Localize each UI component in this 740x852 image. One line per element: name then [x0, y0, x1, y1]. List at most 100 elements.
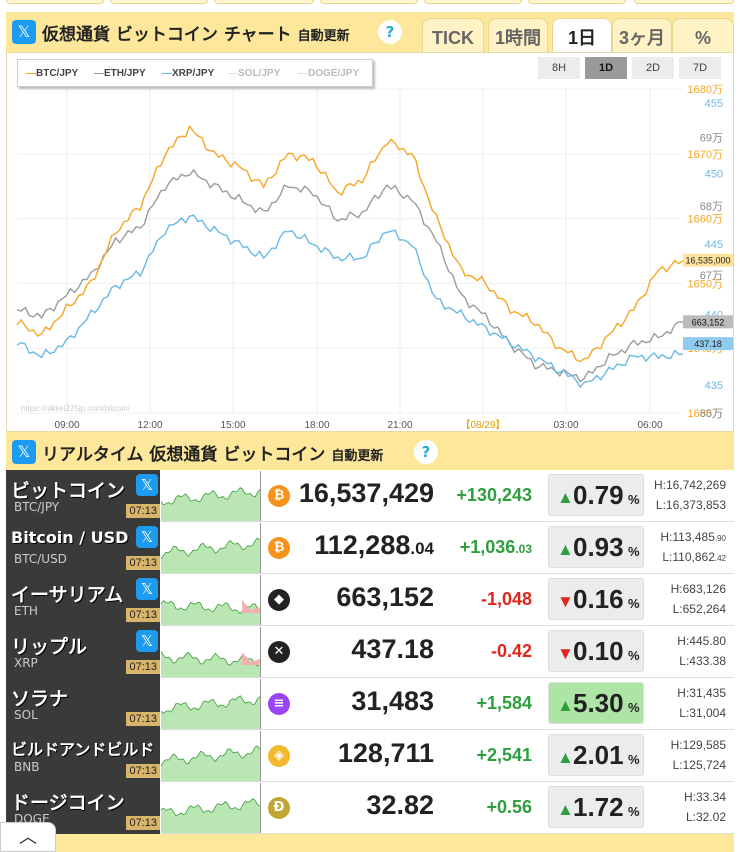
xrp-last-label-bg — [683, 337, 733, 351]
series-line-xrp — [16, 214, 684, 389]
coin-name-cell[interactable]: リップル XRP 07:13 𝕏 — [6, 626, 160, 678]
percent-unit: % — [628, 700, 640, 715]
x-tick-label: 21:00 — [387, 420, 412, 431]
price-decimal: .04 — [410, 539, 434, 558]
top-nav-tab[interactable] — [634, 0, 734, 4]
range-2d-button[interactable]: 2D — [632, 57, 674, 79]
mini-chart[interactable] — [161, 523, 261, 573]
coin-name[interactable]: ドージコイン — [11, 792, 125, 814]
mini-chart[interactable] — [161, 471, 261, 521]
coin-symbol: BTC/USD — [14, 552, 67, 566]
x-share-icon[interactable]: 𝕏 — [136, 578, 158, 600]
coin-name[interactable]: イーサリアム — [11, 584, 124, 606]
legend-sol[interactable]: —SOL/JPY — [228, 68, 281, 79]
change-value: -0.42 — [491, 641, 532, 662]
price-int: 31,483 — [351, 686, 434, 716]
tab-tick[interactable]: TICK — [422, 18, 484, 52]
mini-chart[interactable] — [161, 575, 261, 625]
range-1d-button[interactable]: 1D — [585, 57, 627, 79]
mini-chart[interactable] — [161, 783, 261, 833]
low-int: L:16,373,853 — [655, 498, 726, 512]
coin-name-cell[interactable]: ソラナ SOL 07:13 — [6, 678, 160, 730]
coin-name[interactable]: リップル — [11, 636, 88, 658]
coin-name-cell[interactable]: ビルドアンドビルド BNB 07:13 — [6, 730, 160, 782]
high-value: H:683,126 — [671, 582, 726, 596]
chart-title-text: 仮想通貨 ビットコイン チャート — [42, 25, 292, 45]
legend-btc-label: BTC/JPY — [36, 68, 79, 79]
x-share-icon[interactable]: 𝕏 — [136, 526, 158, 548]
update-time: 07:13 — [126, 764, 160, 778]
ticker-row[interactable]: ソラナ SOL 07:13 ≡ 31,483 +1,584 ▲ 5.30% H:31,435 L:… — [6, 678, 734, 730]
help-icon[interactable]: ? — [414, 440, 438, 464]
percent-unit: % — [628, 804, 640, 819]
help-icon[interactable]: ? — [378, 20, 402, 44]
high-int: H:445.80 — [677, 634, 726, 648]
sparkline-area — [161, 746, 260, 781]
high-decimal: .90 — [714, 534, 726, 543]
ticker-row[interactable]: ビットコイン BTC/JPY 07:13 𝕏 ₿ 16,537,429 +130,243 ▲ 0… — [6, 470, 734, 522]
change-value: +0.56 — [486, 797, 532, 818]
scroll-top-button[interactable]: ︿ — [0, 822, 56, 852]
coin-name-cell[interactable]: イーサリアム ETH 07:13 𝕏 — [6, 574, 160, 626]
btc-axis-label: 1630万 — [688, 408, 723, 420]
x-share-icon[interactable]: 𝕏 — [12, 20, 36, 44]
ticker-row[interactable]: ビルドアンドビルド BNB 07:13 ◈ 128,711 +2,541 ▲ 2.01% H:1… — [6, 730, 734, 782]
coin-name[interactable]: ソラナ — [11, 688, 69, 710]
ticker-row[interactable]: リップル XRP 07:13 𝕏 ✕ 437.18 -0.42 ▼ 0.10% H:445.80 L… — [6, 626, 734, 678]
btc-last-label-bg — [683, 253, 733, 267]
ticker-row[interactable]: Bitcoin / USD BTC/USD 07:13 𝕏 ₿ 112,288.04 +1,… — [6, 522, 734, 574]
legend-btc[interactable]: —BTC/JPY — [26, 68, 79, 79]
eth-axis-label: 67万 — [700, 270, 723, 282]
top-nav-tab[interactable] — [528, 0, 626, 4]
low-int: L:652,264 — [672, 602, 726, 616]
range-7d-button[interactable]: 7D — [679, 57, 721, 79]
percent-value: 0.10 — [573, 636, 624, 666]
tab-1hour[interactable]: 1時間 — [488, 18, 548, 52]
arrow-up-icon: ▲ — [557, 748, 574, 767]
coin-name-cell[interactable]: ビットコイン BTC/JPY 07:13 𝕏 — [6, 470, 160, 522]
sparkline-area — [161, 537, 260, 573]
price-value: 437.18 — [351, 634, 434, 665]
x-share-icon[interactable]: 𝕏 — [136, 630, 158, 652]
coin-name-cell[interactable]: Bitcoin / USD BTC/USD 07:13 𝕏 — [6, 522, 160, 574]
legend-eth[interactable]: —ETH/JPY — [94, 68, 146, 79]
percent-unit: % — [628, 648, 640, 663]
low-value: L:110,862.42 — [662, 550, 726, 564]
range-8h-button[interactable]: 8H — [538, 57, 580, 79]
coin-name[interactable]: Bitcoin / USD — [11, 528, 129, 547]
x-tick-label: 15:00 — [220, 420, 245, 431]
high-int: H:113,485 — [660, 530, 715, 544]
legend-doge[interactable]: —DOGE/JPY — [298, 68, 360, 79]
mini-chart[interactable] — [161, 679, 261, 729]
x-share-icon[interactable]: 𝕏 — [12, 440, 36, 464]
ticker-row[interactable]: ドージコイン DOGE 07:13 Ð 32.82 +0.56 ▲ 1.72% H:33.34 L… — [6, 782, 734, 834]
x-share-icon[interactable]: 𝕏 — [136, 474, 158, 496]
coin-name[interactable]: ビットコイン — [11, 480, 126, 502]
coin-name[interactable]: ビルドアンドビルド — [11, 740, 155, 759]
mini-chart[interactable] — [161, 731, 261, 781]
xrp-icon: ✕ — [268, 641, 290, 663]
top-nav-tab[interactable] — [110, 0, 208, 4]
price-int: 32.82 — [366, 790, 434, 820]
sparkline-area — [161, 651, 260, 677]
change-int: -1,048 — [480, 589, 532, 609]
tab-percent[interactable]: % — [672, 18, 734, 52]
coin-glyph: ✕ — [273, 644, 285, 659]
top-nav-tab[interactable] — [214, 0, 314, 4]
legend-xrp[interactable]: —XRP/JPY — [162, 68, 215, 79]
tab-3month[interactable]: 3ヶ月 — [612, 18, 672, 52]
dogecoin-icon: Ð — [268, 797, 290, 819]
top-nav-tab[interactable] — [320, 0, 418, 4]
series-line-btc — [16, 124, 684, 363]
sparkline — [161, 798, 260, 817]
high-int: H:683,126 — [670, 582, 726, 596]
tab-1day[interactable]: 1日 — [552, 18, 612, 52]
sparkline — [161, 695, 260, 714]
x-tick-label: 18:00 — [304, 420, 329, 431]
change-int: +1,036 — [459, 537, 516, 557]
top-nav-tab[interactable] — [424, 0, 522, 4]
ticker-row[interactable]: イーサリアム ETH 07:13 𝕏 ◆ 663,152 -1,048 ▼ 0.16% H:683… — [6, 574, 734, 626]
coin-symbol: ETH — [14, 604, 38, 618]
top-nav-tab[interactable] — [6, 0, 104, 4]
mini-chart[interactable] — [161, 627, 261, 677]
